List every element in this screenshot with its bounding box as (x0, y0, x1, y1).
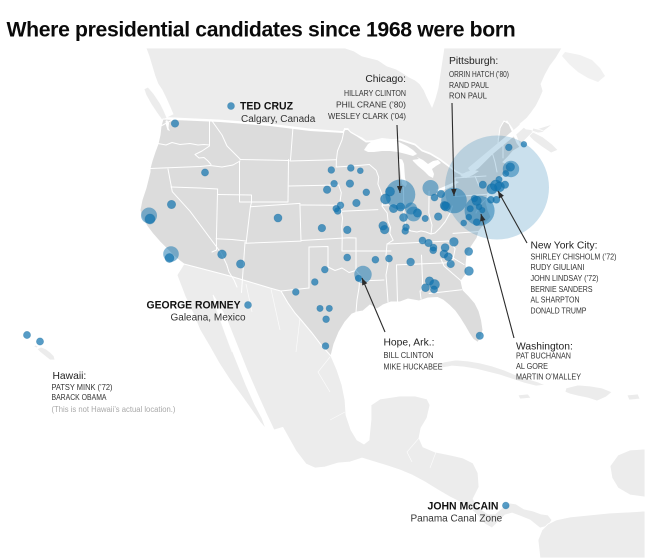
svg-text:Galeana, Mexico: Galeana, Mexico (171, 313, 246, 324)
svg-text:JOHN LINDSAY (’72): JOHN LINDSAY (’72) (531, 274, 599, 283)
svg-text:PHIL CRANE (’80): PHIL CRANE (’80) (336, 101, 406, 110)
svg-text:AL GORE: AL GORE (516, 362, 548, 371)
svg-text:BILL CLINTON: BILL CLINTON (384, 351, 434, 360)
svg-text:New York City:: New York City: (531, 241, 598, 252)
svg-text:DONALD TRUMP: DONALD TRUMP (531, 306, 587, 315)
svg-text:JOHN McCAIN: JOHN McCAIN (428, 501, 499, 513)
svg-text:Washington:: Washington: (516, 342, 573, 353)
svg-text:Hope, Ark.:: Hope, Ark.: (384, 338, 435, 349)
svg-text:MARTIN O’MALLEY: MARTIN O’MALLEY (516, 373, 582, 382)
svg-text:MIKE HUCKABEE: MIKE HUCKABEE (384, 363, 443, 372)
svg-text:PATSY MINK (’72): PATSY MINK (’72) (52, 383, 113, 392)
svg-text:Hawaii:: Hawaii: (53, 371, 87, 382)
svg-text:Panama Canal Zone: Panama Canal Zone (411, 514, 503, 525)
svg-text:WESLEY CLARK (’04): WESLEY CLARK (’04) (328, 112, 406, 121)
svg-text:BERNIE SANDERS: BERNIE SANDERS (531, 285, 593, 294)
svg-text:PAT BUCHANAN: PAT BUCHANAN (516, 352, 571, 361)
svg-text:Pittsburgh:: Pittsburgh: (449, 56, 498, 67)
svg-text:TED CRUZ: TED CRUZ (240, 101, 293, 113)
svg-text:(This is not Hawaii’s actual l: (This is not Hawaii’s actual location.) (52, 405, 176, 414)
svg-text:RAND PAUL: RAND PAUL (449, 81, 490, 90)
svg-text:SHIRLEY CHISHOLM (’72): SHIRLEY CHISHOLM (’72) (531, 252, 617, 261)
svg-text:Calgary, Canada: Calgary, Canada (241, 114, 316, 125)
svg-text:Where presidential candidates: Where presidential candidates since 1968… (7, 19, 516, 42)
svg-text:AL SHARPTON: AL SHARPTON (531, 296, 580, 305)
svg-text:Chicago:: Chicago: (365, 74, 406, 85)
svg-text:ORRIN HATCH (’80): ORRIN HATCH (’80) (449, 70, 509, 79)
svg-text:RON PAUL: RON PAUL (449, 92, 488, 101)
svg-text:RUDY GIULIANI: RUDY GIULIANI (531, 263, 585, 272)
svg-text:GEORGE ROMNEY: GEORGE ROMNEY (147, 300, 241, 312)
svg-text:BARACK OBAMA: BARACK OBAMA (52, 393, 108, 402)
svg-text:HILLARY CLINTON: HILLARY CLINTON (344, 89, 406, 98)
